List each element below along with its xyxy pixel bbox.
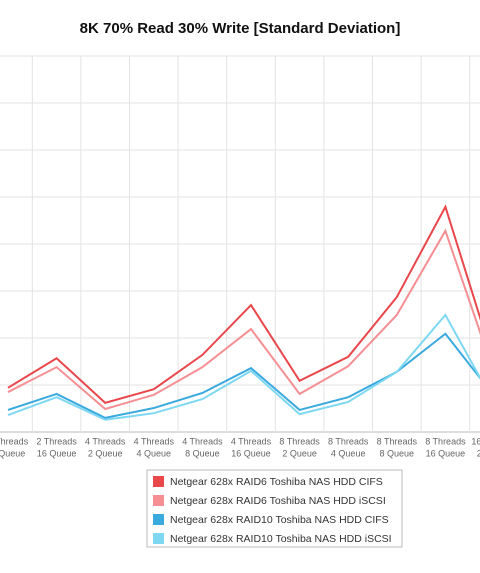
x-tick-label: 4 Threads (85, 436, 126, 446)
x-tick-label: 16 Queue (426, 448, 466, 458)
legend-swatch (153, 476, 164, 487)
x-tick-label: 16 Queue (37, 448, 77, 458)
x-tick-label: 2 Threads (0, 436, 29, 446)
legend-label: Netgear 628x RAID6 Toshiba NAS HDD CIFS (170, 476, 383, 488)
legend-label: Netgear 628x RAID6 Toshiba NAS HDD iSCSI (170, 495, 386, 507)
x-tick-label: 2 Threads (36, 436, 77, 446)
x-tick-label: 4 Threads (182, 436, 223, 446)
x-tick-label: 8 Threads (328, 436, 369, 446)
x-tick-label: 8 Queue (185, 448, 220, 458)
x-tick-label: 8 Threads (377, 436, 418, 446)
x-tick-label: 2 Queue (477, 448, 480, 458)
x-tick-label: 16 Threads (471, 436, 480, 446)
x-tick-label: 8 Threads (425, 436, 466, 446)
x-tick-label: 8 Queue (0, 448, 25, 458)
series-line (7, 228, 480, 411)
legend-box (146, 469, 403, 548)
legend-label: Netgear 628x RAID10 Toshiba NAS HDD iSCS… (170, 533, 392, 545)
legend-label: Netgear 628x RAID10 Toshiba NAS HDD CIFS (170, 514, 389, 526)
chart-title: 8K 70% Read 30% Write [Standard Deviatio… (80, 20, 401, 37)
x-tick-label: 16 Queue (231, 448, 271, 458)
x-tick-label: 4 Threads (134, 436, 175, 446)
legend-swatch (153, 533, 164, 544)
legend-swatch (153, 495, 164, 506)
legend-swatch (153, 514, 164, 525)
series-line (7, 204, 480, 404)
x-tick-label: 4 Threads (231, 436, 272, 446)
x-tick-label: 4 Queue (137, 448, 172, 458)
series-line (7, 332, 480, 419)
x-tick-label: 8 Threads (279, 436, 320, 446)
x-tick-label: 8 Queue (380, 448, 415, 458)
x-tick-label: 4 Queue (331, 448, 366, 458)
x-tick-label: 2 Queue (282, 448, 317, 458)
x-tick-label: 2 Queue (88, 448, 123, 458)
series-line (7, 313, 480, 421)
